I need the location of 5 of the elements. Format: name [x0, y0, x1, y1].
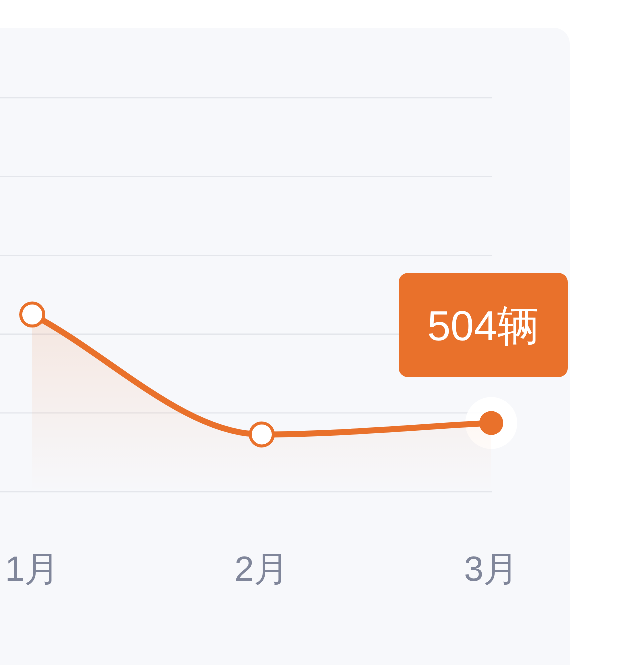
- x-tick-label: 1月: [5, 550, 60, 589]
- x-tick-label: 2月: [234, 550, 290, 589]
- data-label: 504辆: [427, 302, 540, 350]
- x-tick-label: 3月: [464, 550, 519, 589]
- value-label: 504辆: [399, 273, 568, 378]
